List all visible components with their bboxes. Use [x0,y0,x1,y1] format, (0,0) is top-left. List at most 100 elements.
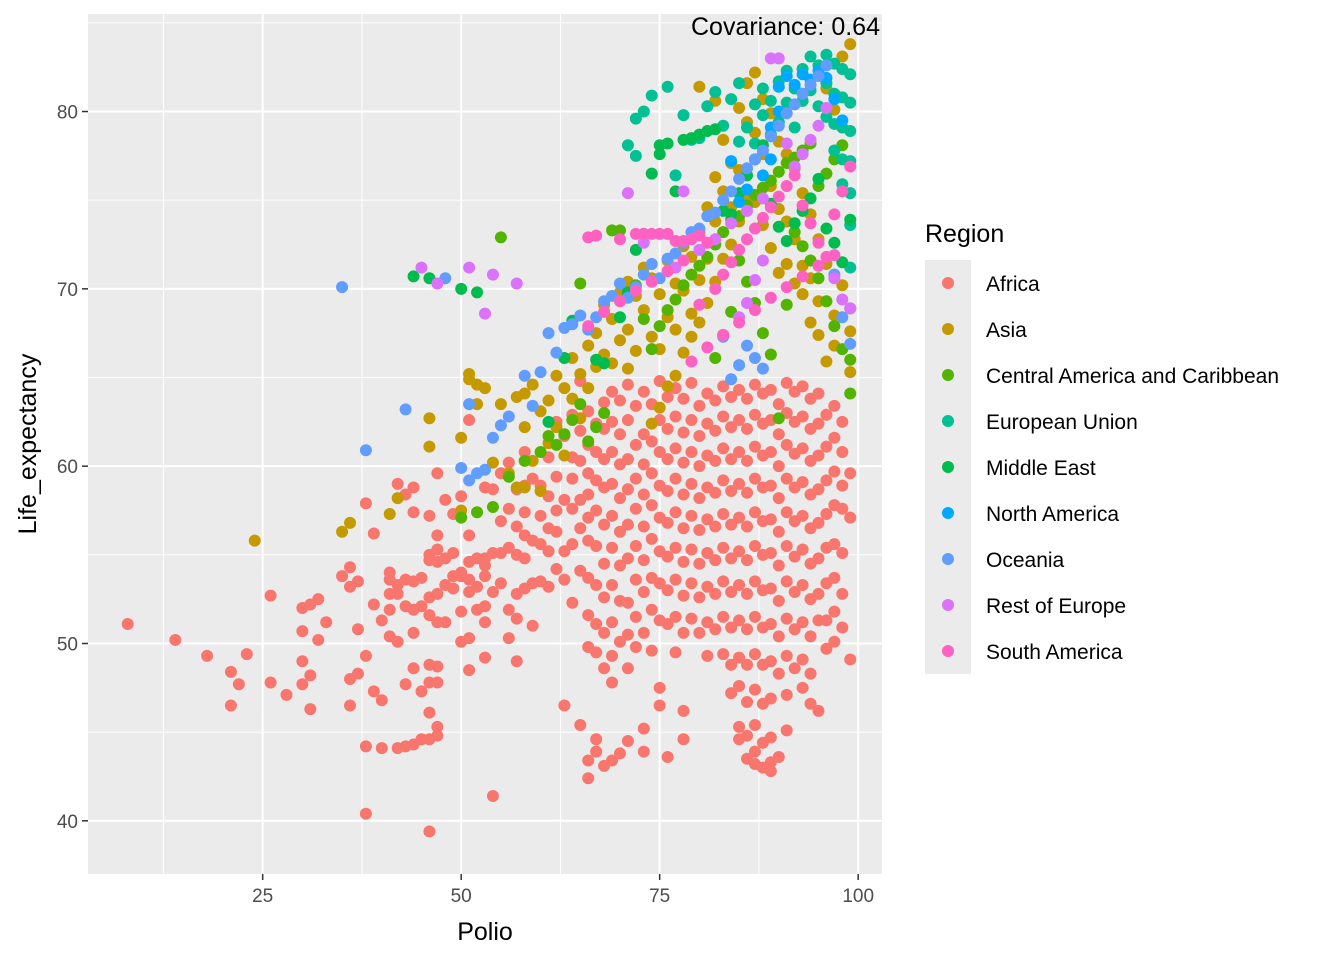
data-point-africa [169,633,182,646]
data-point-oceania [455,461,468,474]
data-point-central-america-and-caribbean [502,470,515,483]
data-point-africa [820,474,833,487]
data-point-central-america-and-caribbean [582,435,595,448]
data-point-rest-of-europe [788,160,801,173]
data-point-africa [399,678,412,691]
data-point-africa [598,591,611,604]
data-point-rest-of-europe [836,293,849,306]
data-point-africa [677,626,690,639]
data-point-africa [590,504,603,517]
data-point-africa [725,453,738,466]
data-point-south-america [812,236,825,249]
data-point-south-america [796,270,809,283]
data-point-africa [661,516,674,529]
legend-label-south-america: South America [986,641,1123,664]
data-point-africa [820,408,833,421]
data-point-south-america [725,256,738,269]
data-point-rest-of-europe [621,187,634,200]
data-point-africa [796,410,809,423]
data-point-africa [423,706,436,719]
data-point-asia [518,387,531,400]
data-point-africa [780,472,793,485]
data-point-central-america-and-caribbean [653,320,666,333]
data-point-africa [820,508,833,521]
data-point-africa [621,378,634,391]
legend-key-middle-east [942,461,954,473]
data-point-north-america [780,70,793,83]
data-point-asia [669,323,682,336]
data-point-middle-east [772,220,785,233]
data-point-oceania [804,78,817,91]
data-point-africa [621,735,634,748]
data-point-africa [653,681,666,694]
data-point-oceania [844,337,857,350]
data-point-south-america [764,201,777,214]
data-point-africa [733,651,746,664]
legend-items: Africa Asia Central America and Caribbean E… [942,273,1279,664]
data-point-rest-of-europe [756,254,769,267]
y-axis-title: Life_expectancy [14,353,42,534]
data-point-central-america-and-caribbean [701,250,714,263]
data-point-africa [661,617,674,630]
data-point-central-america-and-caribbean [574,398,587,411]
data-point-asia [796,288,809,301]
data-point-africa [479,559,491,572]
data-point-middle-east [598,357,611,370]
data-point-rest-of-europe [756,192,769,205]
data-point-africa [764,617,777,630]
x-axis-title: Polio [457,918,513,946]
data-point-asia [455,431,468,444]
data-point-africa [606,385,619,398]
data-point-africa [590,646,603,659]
y-tick-label: 60 [57,457,78,478]
data-point-africa [709,587,722,600]
data-point-africa [637,520,650,533]
data-point-africa [526,619,539,632]
data-point-rest-of-europe [780,137,793,150]
data-point-south-america [613,233,626,246]
data-point-africa [431,660,444,673]
data-point-africa [733,511,746,524]
data-point-africa [780,724,793,737]
data-point-oceania [637,268,650,281]
data-point-africa [741,587,754,600]
data-point-africa [606,616,619,629]
data-point-oceania [756,362,769,375]
data-point-africa [661,422,674,435]
data-point-european-union [756,82,769,95]
data-point-africa [725,687,738,700]
data-point-africa [423,509,436,522]
legend-label-middle-east: Middle East [986,457,1096,480]
data-point-africa [502,603,515,616]
data-point-africa [701,547,714,560]
data-point-africa [693,492,706,505]
data-point-oceania [486,431,499,444]
data-point-africa [796,509,809,522]
data-point-africa [661,391,674,404]
data-point-middle-east [471,286,484,299]
data-point-africa [312,633,325,646]
data-point-africa [717,648,730,661]
data-point-africa [423,609,436,622]
data-point-africa [709,623,722,636]
data-point-africa [367,685,380,698]
data-point-africa [407,481,420,494]
data-point-africa [645,603,658,616]
data-point-africa [836,587,849,600]
data-point-africa [613,394,626,407]
data-point-central-america-and-caribbean [812,272,825,285]
data-point-africa [621,552,634,565]
data-point-central-america-and-caribbean [518,454,531,467]
data-point-africa [232,678,245,691]
data-point-africa [725,658,738,671]
data-point-africa [598,518,611,531]
data-point-north-america [741,183,754,196]
data-point-european-union [661,80,674,93]
data-point-africa [693,399,706,412]
data-point-africa [677,704,690,717]
data-point-africa [606,676,619,689]
data-point-rest-of-europe [637,236,650,249]
data-point-middle-east [812,172,825,185]
data-point-africa [645,467,658,480]
data-point-asia [582,339,595,352]
